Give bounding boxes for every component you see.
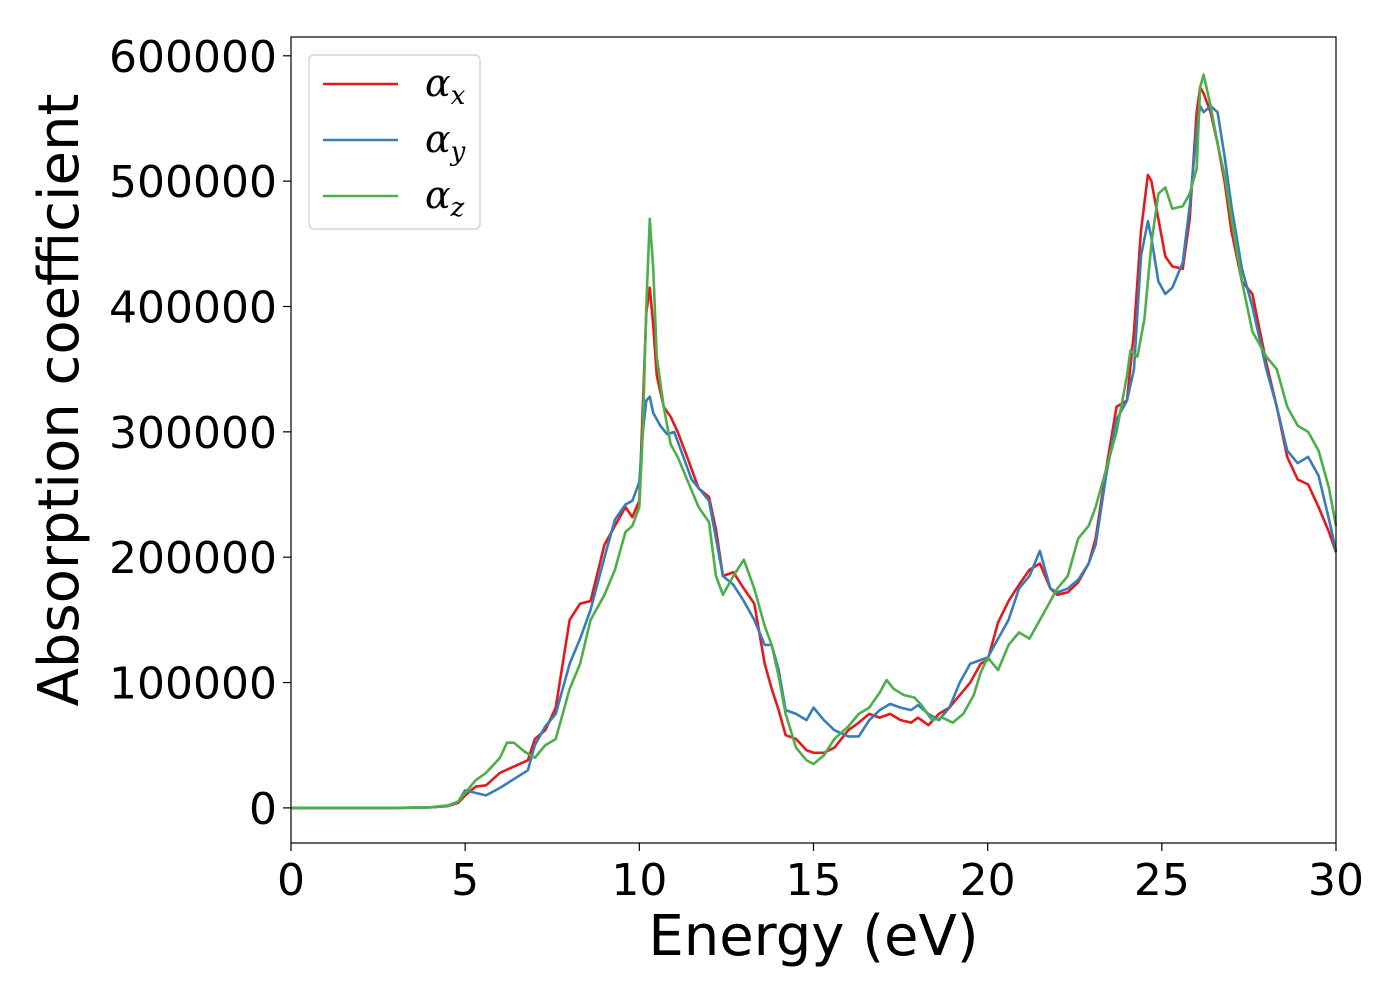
legend-symbol: α — [425, 61, 451, 105]
legend-symbol: α — [425, 117, 451, 161]
y-tick-label: 100000 — [109, 659, 277, 710]
x-tick-label: 15 — [786, 855, 842, 906]
legend-symbol: α — [425, 173, 451, 217]
x-tick-label: 30 — [1308, 855, 1364, 906]
series-line-z — [291, 73, 1338, 810]
y-tick-label: 500000 — [109, 157, 277, 208]
legend-subscript: y — [450, 137, 466, 167]
y-tick-label: 0 — [249, 784, 277, 835]
legend-subscript: z — [450, 193, 465, 223]
y-tick-label: 300000 — [109, 408, 277, 459]
x-tick-label: 10 — [611, 855, 667, 906]
series-layer — [291, 73, 1338, 810]
legend-label-x: αx — [425, 61, 466, 111]
y-tick-label: 200000 — [109, 533, 277, 584]
y-axis-title: Absorption coefficient — [27, 94, 92, 707]
x-tick-label: 25 — [1134, 855, 1190, 906]
series-line-y — [291, 104, 1338, 810]
x-axis-title: Energy (eV) — [648, 904, 978, 969]
x-tick-label: 5 — [451, 855, 479, 906]
x-tick-label: 0 — [277, 855, 305, 906]
x-tick-label: 20 — [960, 855, 1016, 906]
x-axis-ticks: 0 5 10 15 20 25 30 — [277, 843, 1364, 906]
legend-label-z: αz — [425, 173, 465, 223]
y-tick-label: 400000 — [109, 283, 277, 334]
y-tick-label: 600000 — [109, 32, 277, 83]
y-axis-ticks: 0 100000 200000 300000 400000 500000 600000 — [109, 32, 291, 835]
legend-label-y: αy — [425, 117, 466, 167]
legend-box — [308, 54, 481, 230]
legend-subscript: x — [451, 81, 466, 111]
